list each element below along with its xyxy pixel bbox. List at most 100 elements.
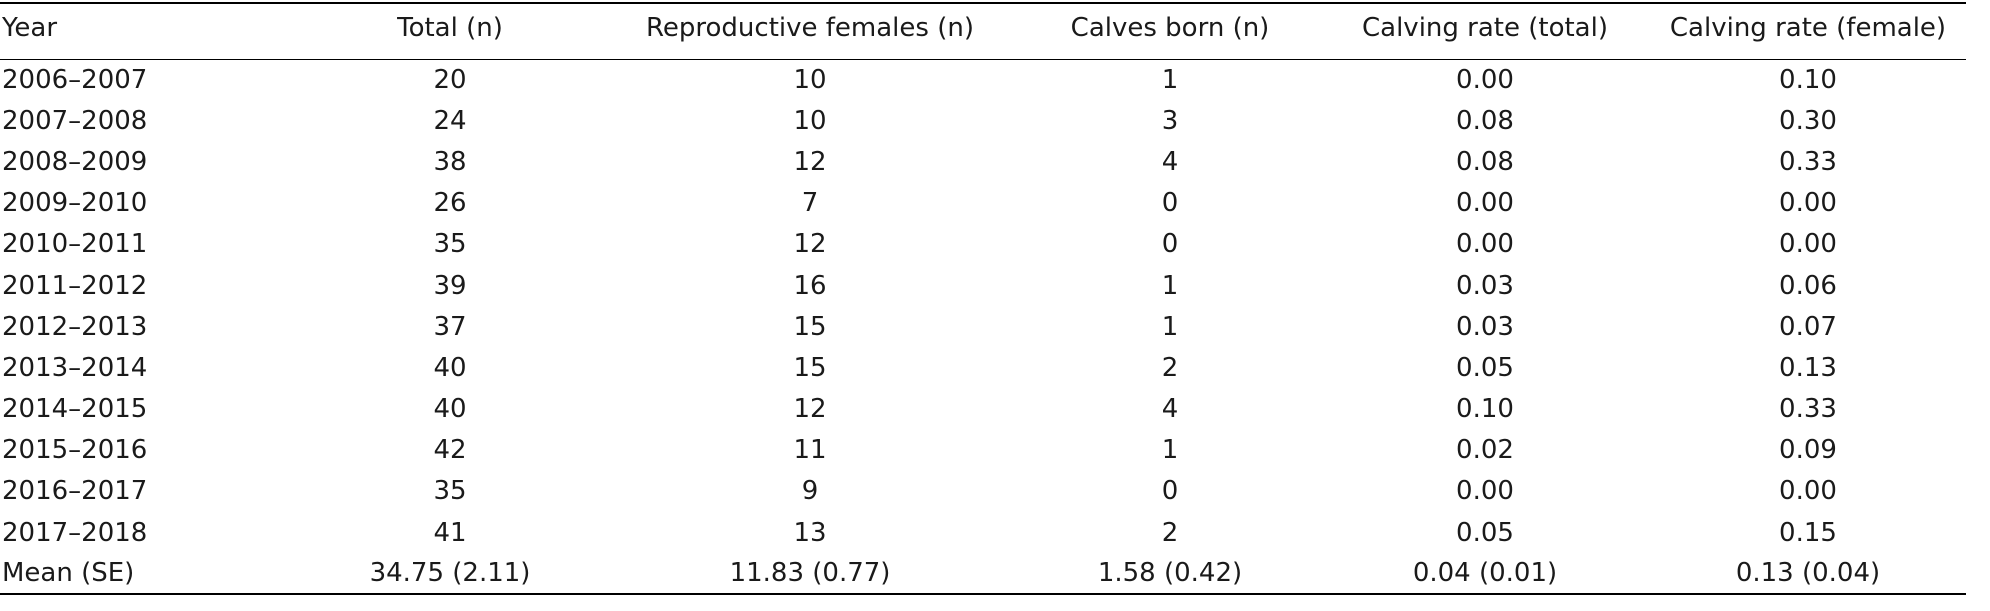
table-row: 2008–2009 38 12 4 0.08 0.33 <box>0 141 1966 182</box>
cell-total: 40 <box>433 352 467 383</box>
cell-reproductive-females: 10 <box>793 64 827 95</box>
cell-calves-born: 2 <box>1161 352 1179 383</box>
cell-calving-rate-total: 0.08 <box>1456 146 1514 177</box>
cell-reproductive-females: 12 <box>793 229 827 260</box>
cell-reproductive-females: 13 <box>793 517 827 548</box>
cell-calving-rate-female: 0.06 <box>1779 270 1837 301</box>
cell-year: Mean (SE) <box>0 553 300 596</box>
cell-reproductive-females: 16 <box>793 270 827 301</box>
cell-calving-rate-total: 0.03 <box>1456 270 1514 301</box>
table-row: 2016–2017 35 9 0 0.00 0.00 <box>0 471 1966 512</box>
cell-calves-born: 0 <box>1161 229 1179 260</box>
cell-calving-rate-female: 0.33 <box>1779 394 1837 425</box>
cell-calving-rate-total: 0.10 <box>1456 394 1514 425</box>
cell-year: 2012–2013 <box>2 311 148 342</box>
cell-calving-rate-total: 0.00 <box>1456 229 1514 260</box>
cell-calving-rate-female: 0.07 <box>1779 311 1837 342</box>
cell-calving-rate-total: 0.05 <box>1456 352 1514 383</box>
cell-year: 2006–2007 <box>2 64 148 95</box>
cell-total: 39 <box>433 270 467 301</box>
header-calving-rate-total: Calving rate (total) <box>1320 2 1650 60</box>
header-calving-rate-female: Calving rate (female) <box>1650 2 1966 60</box>
cell-reproductive-females: 7 <box>801 188 819 219</box>
cell-calving-rate-female: 0.00 <box>1779 229 1837 260</box>
cell-year: 2011–2012 <box>2 270 148 301</box>
cell-calves-born: 1 <box>1161 311 1179 342</box>
cell-total: 38 <box>433 146 467 177</box>
cell-total: 26 <box>433 188 467 219</box>
cell-year: 2007–2008 <box>2 105 148 136</box>
cell-calves-born: 1 <box>1161 435 1179 466</box>
table-row: 2012–2013 37 15 1 0.03 0.07 <box>0 306 1966 347</box>
table-row: 2007–2008 24 10 3 0.08 0.30 <box>0 100 1966 141</box>
cell-calving-rate-female: 0.09 <box>1779 435 1837 466</box>
cell-calves-born: 4 <box>1161 146 1179 177</box>
table-row: 2011–2012 39 16 1 0.03 0.06 <box>0 265 1966 306</box>
cell-calves-born: 0 <box>1161 476 1179 507</box>
cell-year: 2009–2010 <box>2 188 148 219</box>
table-row: 2015–2016 42 11 1 0.02 0.09 <box>0 430 1966 471</box>
cell-calving-rate-total: 0.04 (0.01) <box>1320 553 1650 596</box>
cell-calves-born: 3 <box>1161 105 1179 136</box>
cell-total: 24 <box>433 105 467 136</box>
cell-calving-rate-total: 0.00 <box>1456 188 1514 219</box>
cell-total: 37 <box>433 311 467 342</box>
cell-total: 41 <box>433 517 467 548</box>
cell-year: 2013–2014 <box>2 352 148 383</box>
table-body: 2006–2007 20 10 1 0.00 0.10 2007–2008 24 10 3 0.08… <box>0 59 1966 596</box>
cell-calves-born: 2 <box>1161 517 1179 548</box>
cell-calving-rate-total: 0.08 <box>1456 105 1514 136</box>
cell-reproductive-females: 9 <box>801 476 819 507</box>
header-calves-born: Calves born (n) <box>1020 2 1320 60</box>
table-row: 2009–2010 26 7 0 0.00 0.00 <box>0 183 1966 224</box>
cell-calves-born: 0 <box>1161 188 1179 219</box>
cell-calving-rate-female: 0.13 <box>1779 352 1837 383</box>
cell-calving-rate-total: 0.03 <box>1456 311 1514 342</box>
cell-reproductive-females: 12 <box>793 146 827 177</box>
cell-calving-rate-female: 0.10 <box>1779 64 1837 95</box>
cell-total: 35 <box>433 229 467 260</box>
cell-year: 2015–2016 <box>2 435 148 466</box>
table-header: Year Total (n) Reproductive females (n) … <box>0 2 1966 60</box>
calving-data-table: Year Total (n) Reproductive females (n) … <box>0 2 1966 596</box>
cell-calving-rate-female: 0.30 <box>1779 105 1837 136</box>
header-reproductive-females: Reproductive females (n) <box>600 2 1020 60</box>
header-year: Year <box>0 2 300 60</box>
cell-calving-rate-female: 0.00 <box>1779 188 1837 219</box>
cell-reproductive-females: 15 <box>793 311 827 342</box>
cell-total: 40 <box>433 394 467 425</box>
cell-year: 2010–2011 <box>2 229 148 260</box>
cell-calves-born: 1 <box>1161 270 1179 301</box>
table-row: 2010–2011 35 12 0 0.00 0.00 <box>0 224 1966 265</box>
header-row: Year Total (n) Reproductive females (n) … <box>0 2 1966 60</box>
cell-year: 2017–2018 <box>2 517 148 548</box>
cell-reproductive-females: 12 <box>793 394 827 425</box>
cell-calving-rate-total: 0.05 <box>1456 517 1514 548</box>
cell-calving-rate-female: 0.33 <box>1779 146 1837 177</box>
cell-year: 2016–2017 <box>2 476 148 507</box>
cell-total: 35 <box>433 476 467 507</box>
cell-calving-rate-total: 0.00 <box>1456 476 1514 507</box>
table-row: 2017–2018 41 13 2 0.05 0.15 <box>0 512 1966 553</box>
cell-reproductive-females: 15 <box>793 352 827 383</box>
cell-total: 20 <box>433 64 467 95</box>
cell-calves-born: 4 <box>1161 394 1179 425</box>
cell-reproductive-females: 11 <box>793 435 827 466</box>
cell-year: 2014–2015 <box>2 394 148 425</box>
header-total: Total (n) <box>300 2 600 60</box>
cell-reproductive-females: 11.83 (0.77) <box>600 553 1020 596</box>
table-row: 2014–2015 40 12 4 0.10 0.33 <box>0 389 1966 430</box>
table-row: 2006–2007 20 10 1 0.00 0.10 <box>0 59 1966 100</box>
cell-calves-born: 1.58 (0.42) <box>1020 553 1320 596</box>
cell-calving-rate-total: 0.00 <box>1456 64 1514 95</box>
cell-reproductive-females: 10 <box>793 105 827 136</box>
table-row: 2013–2014 40 15 2 0.05 0.13 <box>0 347 1966 388</box>
cell-calving-rate-total: 0.02 <box>1456 435 1514 466</box>
cell-total: 34.75 (2.11) <box>300 553 600 596</box>
cell-calves-born: 1 <box>1161 64 1179 95</box>
cell-calving-rate-female: 0.15 <box>1779 517 1837 548</box>
cell-year: 2008–2009 <box>2 146 148 177</box>
cell-calving-rate-female: 0.13 (0.04) <box>1650 553 1966 596</box>
mean-row: Mean (SE) 34.75 (2.11) 11.83 (0.77) 1.58 (0… <box>0 553 1966 596</box>
